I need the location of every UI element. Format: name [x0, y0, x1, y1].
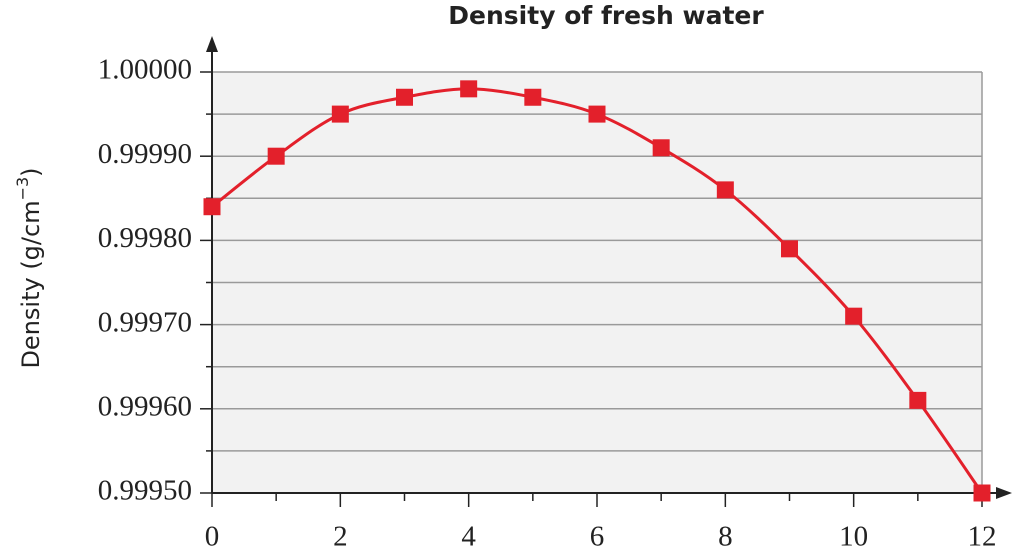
x-tick-label: 2: [333, 521, 348, 553]
y-tick-label: 0.99990: [98, 138, 192, 170]
data-point: [716, 181, 734, 199]
data-point: [781, 240, 798, 258]
x-axis-arrow: [996, 487, 1012, 499]
data-point: [973, 484, 991, 502]
data-point: [396, 88, 413, 106]
x-tick-label: 0: [205, 521, 220, 553]
data-point: [331, 105, 349, 123]
y-tick-label: 1.00000: [98, 54, 192, 86]
data-point: [460, 80, 478, 98]
data-point: [652, 139, 670, 157]
x-tick-label: 10: [839, 521, 868, 553]
y-axis-title-end: ): [17, 167, 45, 176]
data-point: [203, 198, 221, 216]
data-point: [588, 105, 606, 123]
x-tick-label: 4: [461, 521, 476, 553]
x-tick-label: 8: [718, 521, 733, 553]
y-tick-label: 0.99960: [98, 390, 192, 422]
data-point: [267, 147, 285, 165]
y-axis-title: Density (g/cm−3): [13, 167, 46, 368]
y-axis-arrow: [206, 36, 218, 52]
y-axis-title-sup: −3: [13, 177, 32, 201]
y-tick-label: 0.99950: [98, 475, 192, 507]
x-tick-label: 6: [590, 521, 605, 553]
y-tick-label: 0.99970: [98, 306, 192, 338]
chart-title: Density of fresh water: [448, 1, 764, 30]
data-point: [524, 88, 542, 106]
data-point: [909, 391, 927, 409]
data-point: [845, 307, 863, 325]
y-tick-label: 0.99980: [98, 222, 192, 254]
x-tick-label: 12: [968, 521, 997, 553]
y-axis-title-text: Density (g/cm: [17, 200, 45, 368]
